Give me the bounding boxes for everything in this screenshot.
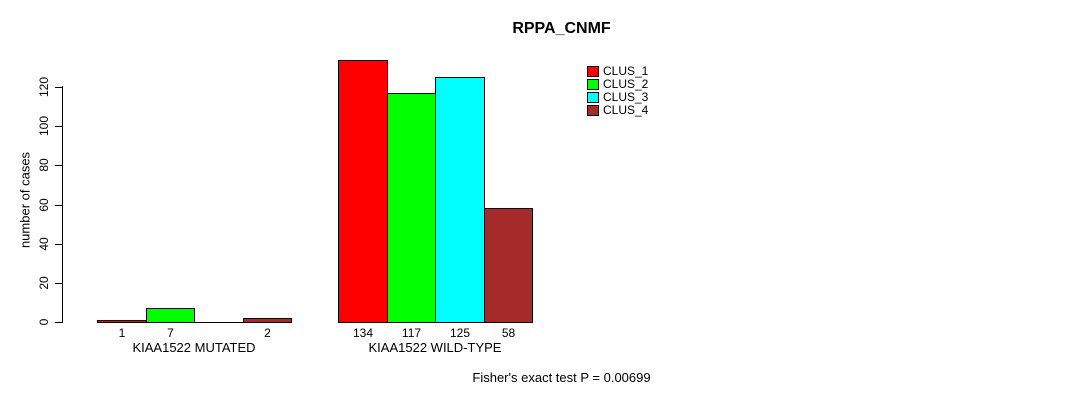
bar-value-clus-1-kiaa1522-wild-type: 134 xyxy=(352,326,374,340)
legend-swatch-clus-4 xyxy=(587,104,599,116)
bar-clus-1-kiaa1522-mutated xyxy=(97,320,147,323)
legend-label-clus-1: CLUS_1 xyxy=(603,64,649,78)
legend-swatch-clus-3 xyxy=(587,91,599,103)
bar-value-clus-4-kiaa1522-mutated: 2 xyxy=(264,326,271,340)
y-tick-mark-20 xyxy=(55,283,62,284)
bar-clus-4-kiaa1522-mutated xyxy=(243,318,292,323)
legend-item-clus-1: CLUS_1 xyxy=(587,65,648,77)
bar-value-clus-4-kiaa1522-wild-type: 58 xyxy=(501,326,516,340)
y-tick-label-0: 0 xyxy=(37,318,51,326)
bar-clus-4-kiaa1522-wild-type xyxy=(484,208,533,323)
y-tick-mark-0 xyxy=(55,322,62,323)
y-tick-mark-60 xyxy=(55,205,62,206)
fisher-test-annotation: Fisher's exact test P = 0.00699 xyxy=(472,370,651,385)
legend-item-clus-2: CLUS_2 xyxy=(587,78,648,90)
chart-title: RPPA_CNMF xyxy=(512,20,611,37)
bar-value-clus-2-kiaa1522-wild-type: 117 xyxy=(401,326,422,340)
legend-item-clus-4: CLUS_4 xyxy=(587,104,648,116)
y-tick-mark-120 xyxy=(55,87,62,88)
bar-value-clus-3-kiaa1522-wild-type: 125 xyxy=(449,326,471,340)
bar-value-clus-1-kiaa1522-mutated: 1 xyxy=(118,326,126,340)
y-tick-mark-80 xyxy=(55,165,62,166)
bar-clus-3-kiaa1522-wild-type xyxy=(435,77,485,323)
y-tick-label-40: 40 xyxy=(37,237,51,251)
legend-swatch-clus-2 xyxy=(587,78,599,90)
group-label-kiaa1522-wild-type: KIAA1522 WILD-TYPE xyxy=(368,340,502,355)
legend-swatch-clus-1 xyxy=(587,65,599,77)
bar-clus-2-kiaa1522-wild-type xyxy=(387,93,436,323)
y-tick-label-120: 120 xyxy=(37,76,51,98)
legend-label-clus-4: CLUS_4 xyxy=(603,103,649,117)
legend-label-clus-2: CLUS_2 xyxy=(603,77,649,91)
y-tick-label-20: 20 xyxy=(37,276,51,290)
group-label-kiaa1522-mutated: KIAA1522 MUTATED xyxy=(132,340,256,355)
legend-item-clus-3: CLUS_3 xyxy=(587,91,648,103)
y-tick-label-80: 80 xyxy=(37,158,51,172)
legend-label-clus-3: CLUS_3 xyxy=(603,90,649,104)
y-tick-mark-40 xyxy=(55,244,62,245)
bar-clus-2-kiaa1522-mutated xyxy=(146,308,195,323)
y-axis-line xyxy=(62,86,63,323)
y-tick-label-100: 100 xyxy=(37,115,51,137)
bar-clus-1-kiaa1522-wild-type xyxy=(338,60,388,323)
bar-value-clus-2-kiaa1522-mutated: 7 xyxy=(167,326,174,340)
bar-clus-3-kiaa1522-mutated-zero xyxy=(194,322,244,323)
y-axis-label: number of cases xyxy=(17,151,33,249)
y-tick-label-60: 60 xyxy=(37,198,51,212)
y-tick-mark-100 xyxy=(55,126,62,127)
